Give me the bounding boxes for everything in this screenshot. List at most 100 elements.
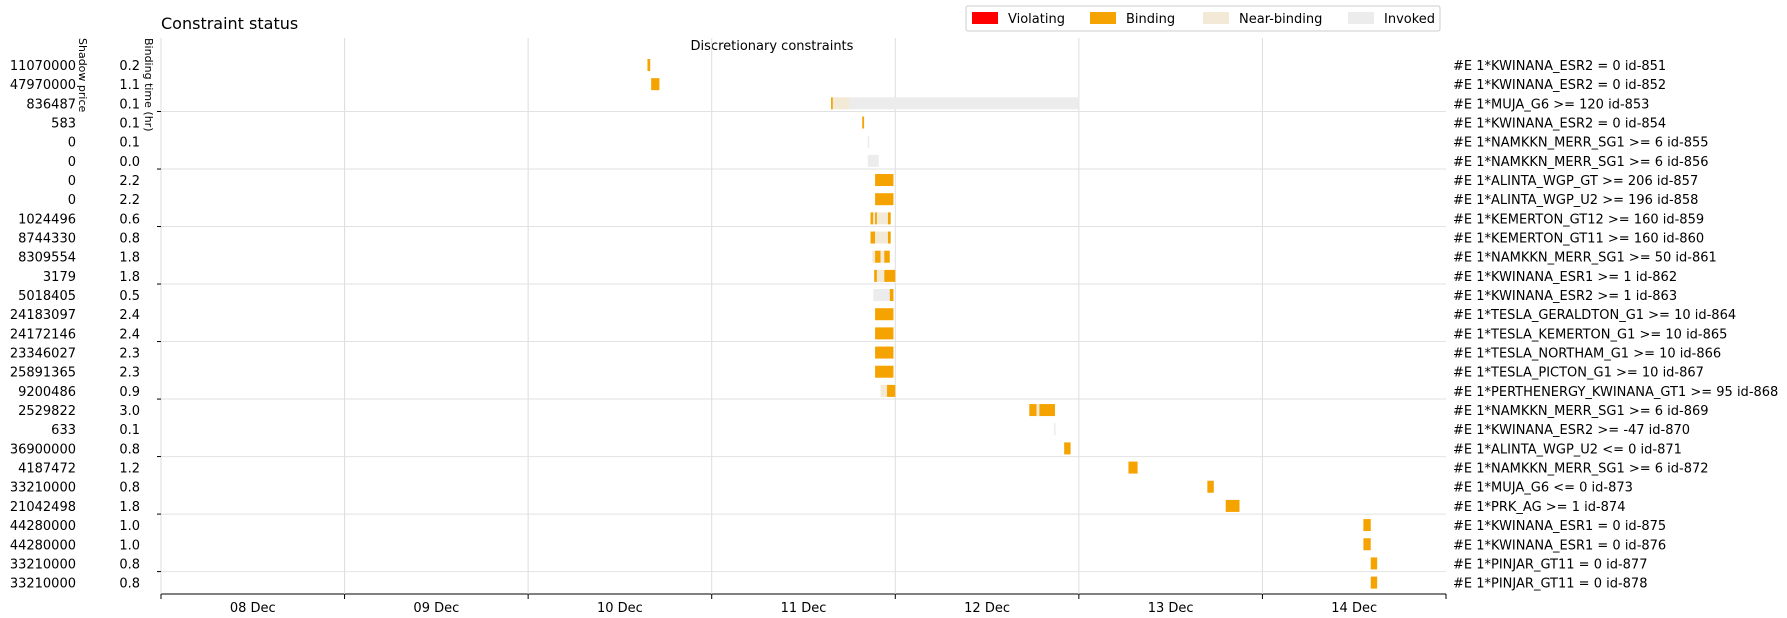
bar-invoked <box>873 289 890 302</box>
bar-binding <box>875 365 894 378</box>
bar-binding <box>1370 576 1378 589</box>
shadow-price-value: 3179 <box>43 270 76 285</box>
bar-near <box>832 97 850 110</box>
x-tick-label: 14 Dec <box>1331 601 1377 616</box>
shadow-price-value: 0 <box>68 136 76 151</box>
bar-binding <box>1225 499 1240 512</box>
legend: Violating Binding Near-binding Invoked <box>965 5 1441 32</box>
bar-near <box>876 269 885 282</box>
bar-binding <box>1064 442 1071 455</box>
bar-invoked <box>867 154 879 167</box>
binding-time-value: 2.2 <box>119 193 140 208</box>
binding-time-value: 3.0 <box>119 404 140 419</box>
binding-time-value: 2.4 <box>119 308 140 323</box>
constraint-label: #E 1*ALINTA_WGP_U2 <= 0 id-871 <box>1453 442 1682 457</box>
bar-binding <box>1207 480 1214 493</box>
bar-near <box>880 384 888 397</box>
constraint-label: #E 1*NAMKKN_MERR_SG1 >= 6 id-856 <box>1453 155 1709 170</box>
shadow-price-value: 5018405 <box>18 289 76 304</box>
binding-time-value: 2.3 <box>119 366 140 381</box>
constraint-label: #E 1*NAMKKN_MERR_SG1 >= 6 id-869 <box>1453 404 1709 419</box>
legend-label-violating: Violating <box>1008 12 1065 27</box>
grid-lines <box>157 38 1446 595</box>
bar-near <box>1036 404 1040 417</box>
shadow-price-value: 0 <box>68 155 76 170</box>
legend-label-invoked: Invoked <box>1384 12 1435 27</box>
bar-binding <box>884 250 890 263</box>
constraint-label: #E 1*KWINANA_ESR2 = 0 id-854 <box>1453 117 1666 132</box>
bar-binding <box>862 116 865 129</box>
binding-time-value: 0.6 <box>119 212 140 227</box>
constraint-label: #E 1*TESLA_GERALDTON_G1 >= 10 id-864 <box>1453 308 1736 323</box>
binding-time-value: 0.1 <box>119 117 140 132</box>
x-tick-label: 09 Dec <box>413 601 459 616</box>
constraint-label: #E 1*KWINANA_ESR2 = 0 id-851 <box>1453 59 1666 74</box>
constraint-label: #E 1*NAMKKN_MERR_SG1 >= 6 id-872 <box>1453 462 1709 477</box>
binding-time-value: 2.3 <box>119 347 140 362</box>
binding-time-value: 0.9 <box>119 385 140 400</box>
shadow-price-value: 8744330 <box>18 232 76 247</box>
shadow-price-value: 25891365 <box>10 366 76 381</box>
bar-binding <box>887 384 896 397</box>
shadow-price-value: 33210000 <box>10 481 76 496</box>
bar-binding <box>874 269 877 282</box>
constraint-label: #E 1*KWINANA_ESR2 = 0 id-852 <box>1453 78 1666 93</box>
x-tick-label: 08 Dec <box>230 601 276 616</box>
row-labels: 11070000 0.2 #E 1*KWINANA_ESR2 = 0 id-851 4… <box>10 59 1779 592</box>
constraint-label: #E 1*PERTHENERGY_KWINANA_GT1 >= 95 id-86… <box>1453 385 1778 400</box>
bar-binding <box>870 212 874 225</box>
constraint-label: #E 1*KWINANA_ESR1 = 0 id-876 <box>1453 538 1666 553</box>
constraint-label: #E 1*KEMERTON_GT11 >= 160 id-860 <box>1453 232 1704 247</box>
constraint-label: #E 1*KWINANA_ESR1 = 0 id-875 <box>1453 519 1666 534</box>
constraint-label: #E 1*PINJAR_GT11 = 0 id-878 <box>1453 577 1647 592</box>
x-tick-label: 12 Dec <box>964 601 1010 616</box>
binding-time-value: 0.1 <box>119 136 140 151</box>
binding-time-value: 1.2 <box>119 462 140 477</box>
shadow-price-value: 583 <box>51 117 76 132</box>
binding-time-value: 2.4 <box>119 327 140 342</box>
binding-time-value: 1.8 <box>119 251 140 266</box>
bar-binding <box>875 174 894 187</box>
shadow-price-value: 44280000 <box>10 519 76 534</box>
bar-binding <box>831 97 833 110</box>
bar-binding <box>1370 557 1378 570</box>
bar-binding <box>887 231 891 244</box>
chart-subtitle: Discretionary constraints <box>691 39 854 54</box>
chart-title: Constraint status <box>161 14 298 33</box>
legend-swatch-invoked <box>1348 12 1374 24</box>
binding-time-value: 1.8 <box>119 500 140 515</box>
shadow-price-value: 4187472 <box>18 462 76 477</box>
bar-binding <box>875 327 894 340</box>
binding-time-value: 0.0 <box>119 155 140 170</box>
bar-near <box>875 231 888 244</box>
shadow-price-value: 0 <box>68 174 76 189</box>
bar-binding <box>875 250 881 263</box>
x-axis: 08 Dec 09 Dec 10 Dec 11 Dec 12 Dec 13 Dec 14 D… <box>160 594 1447 616</box>
bar-binding <box>889 289 894 302</box>
binding-time-value: 0.8 <box>119 442 140 457</box>
bar-binding <box>647 59 651 71</box>
constraint-label: #E 1*TESLA_PICTON_G1 >= 10 id-867 <box>1453 366 1704 381</box>
shadow-price-value: 36900000 <box>10 442 76 457</box>
constraint-label: #E 1*KWINANA_ESR1 >= 1 id-862 <box>1453 270 1677 285</box>
gantt-bars <box>647 59 1378 589</box>
shadow-price-value: 24183097 <box>10 308 76 323</box>
bar-binding <box>870 231 876 244</box>
bar-near <box>880 250 885 263</box>
constraint-label: #E 1*NAMKKN_MERR_SG1 >= 6 id-855 <box>1453 136 1709 151</box>
bar-binding <box>1029 404 1037 417</box>
shadow-price-value: 8309554 <box>18 251 76 266</box>
shadow-price-value: 24172146 <box>10 327 76 342</box>
bar-near <box>872 250 876 263</box>
x-tick-label: 10 Dec <box>597 601 643 616</box>
shadow-price-value: 836487 <box>26 97 76 112</box>
constraint-label: #E 1*PINJAR_GT11 = 0 id-877 <box>1453 557 1647 572</box>
shadow-price-value: 0 <box>68 193 76 208</box>
constraint-label: #E 1*ALINTA_WGP_GT >= 206 id-857 <box>1453 174 1698 189</box>
bar-binding <box>651 78 660 91</box>
shadow-price-value: 2529822 <box>18 404 76 419</box>
legend-swatch-binding <box>1090 12 1116 24</box>
shadow-price-header: Shadow price <box>76 38 89 113</box>
constraint-label: #E 1*TESLA_NORTHAM_G1 >= 10 id-866 <box>1453 347 1721 362</box>
bar-binding <box>875 308 894 321</box>
